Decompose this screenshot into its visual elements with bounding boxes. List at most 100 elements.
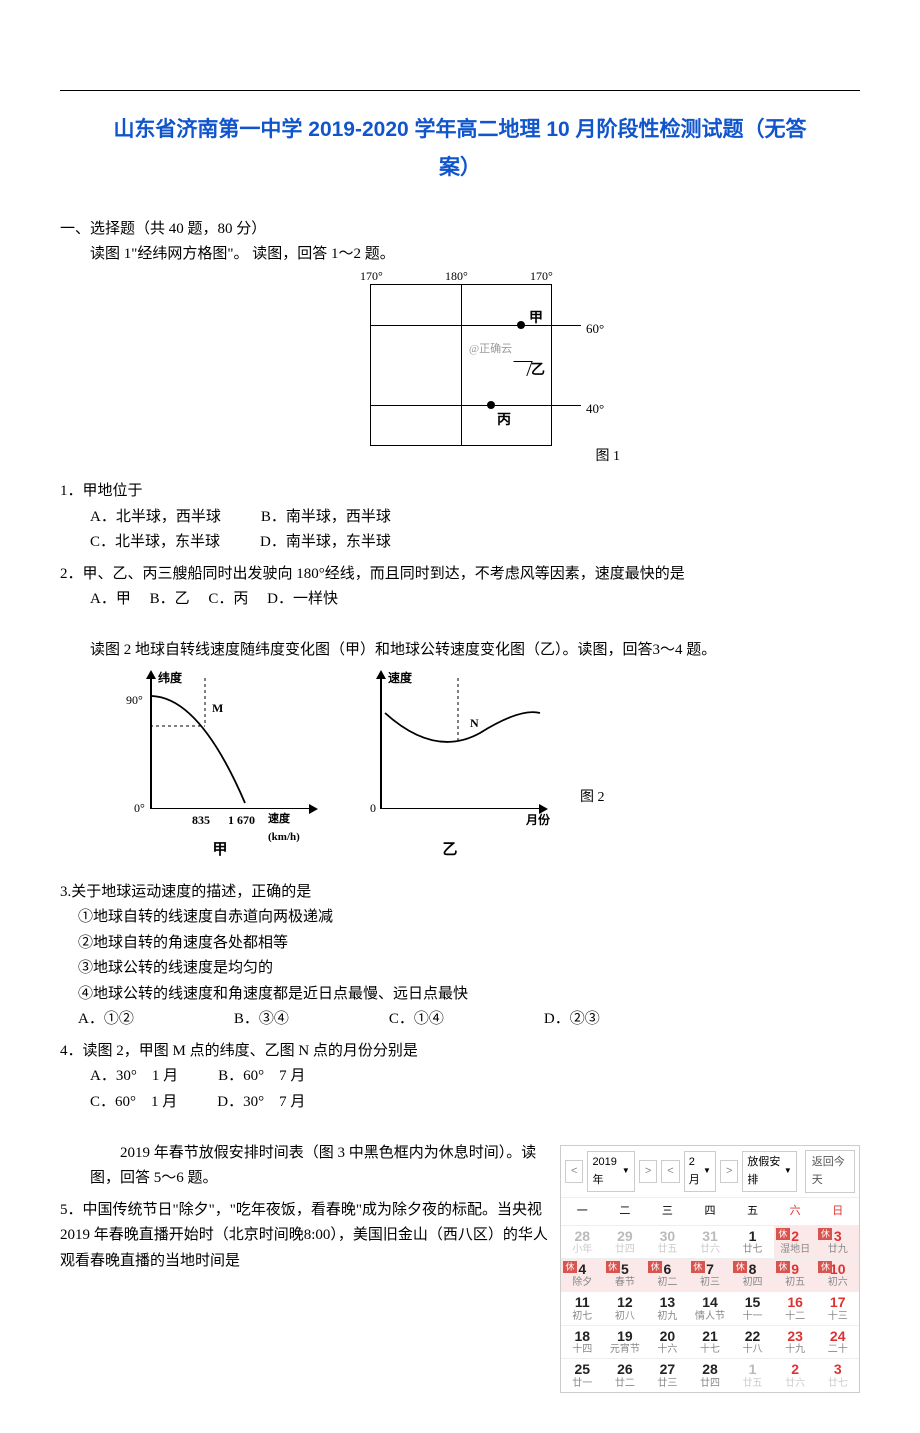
calendar-cell[interactable]: 1廿五 bbox=[731, 1358, 774, 1391]
day-number: 28 bbox=[689, 1362, 732, 1377]
calendar-cell[interactable]: 18十四 bbox=[561, 1325, 604, 1358]
year-next-button[interactable]: > bbox=[639, 1160, 657, 1183]
day-number: 20 bbox=[646, 1329, 689, 1344]
calendar-cell[interactable]: 29廿四 bbox=[604, 1225, 647, 1258]
point-c-dot bbox=[487, 401, 495, 409]
holiday-flag-icon: 休 bbox=[733, 1261, 747, 1273]
day-lunar: 十三 bbox=[816, 1311, 859, 1322]
day-lunar: 除夕 bbox=[561, 1277, 604, 1288]
q4-options: A．30° 1 月 B．60° 7 月 C．60° 1 月 D．30° 7 月 bbox=[90, 1064, 860, 1115]
calendar-cell[interactable]: 11初七 bbox=[561, 1291, 604, 1324]
chart-left: 纬度 90° 0° 835 1 670 速度(km/h) M 甲 bbox=[120, 668, 320, 838]
day-lunar: 初五 bbox=[774, 1277, 817, 1288]
today-button[interactable]: 返回今天 bbox=[805, 1150, 855, 1193]
month-select[interactable]: 2月 ▼ bbox=[684, 1151, 716, 1192]
q4-opt-c: C．60° 1 月 bbox=[90, 1090, 177, 1116]
calendar-cell[interactable]: 休2湿地日 bbox=[774, 1225, 817, 1258]
right-xlabel: 月份 bbox=[526, 810, 550, 830]
calendar-cell[interactable]: 27廿三 bbox=[646, 1358, 689, 1391]
calendar-cell[interactable]: 12初八 bbox=[604, 1291, 647, 1324]
calendar-cell[interactable]: 1廿七 bbox=[731, 1225, 774, 1258]
day-lunar: 小年 bbox=[561, 1244, 604, 1255]
holiday-flag-icon: 休 bbox=[563, 1261, 577, 1273]
calendar-cell[interactable]: 25廿一 bbox=[561, 1358, 604, 1391]
day-lunar: 二十 bbox=[816, 1344, 859, 1355]
day-number: 14 bbox=[689, 1295, 732, 1310]
holiday-select[interactable]: 放假安排 ▼ bbox=[742, 1151, 796, 1192]
calendar-cell[interactable]: 23十九 bbox=[774, 1325, 817, 1358]
calendar-body: 28小年29廿四30廿五31廿六1廿七休2湿地日休3廿九休4除夕休5春节休6初二… bbox=[561, 1225, 859, 1392]
calendar-cell[interactable]: 16十二 bbox=[774, 1291, 817, 1324]
day-lunar: 廿四 bbox=[604, 1244, 647, 1255]
day-number: 27 bbox=[646, 1362, 689, 1377]
day-lunar: 初九 bbox=[646, 1311, 689, 1322]
lat-label-1: 60° bbox=[586, 318, 604, 340]
day-number: 3 bbox=[816, 1362, 859, 1377]
holiday-flag-icon: 休 bbox=[818, 1228, 832, 1240]
q3-line4: ④地球公转的线速度和角速度都是近日点最慢、远日点最快 bbox=[78, 982, 860, 1008]
day-lunar: 初四 bbox=[731, 1277, 774, 1288]
calendar-cell[interactable]: 休8初四 bbox=[731, 1258, 774, 1291]
calendar-cell[interactable]: 31廿六 bbox=[689, 1225, 732, 1258]
calendar-cell[interactable]: 13初九 bbox=[646, 1291, 689, 1324]
grid-box: @正确云 甲 乙 丙 bbox=[370, 284, 552, 446]
calendar-cell[interactable]: 14情人节 bbox=[689, 1291, 732, 1324]
calendar-cell[interactable]: 休6初二 bbox=[646, 1258, 689, 1291]
day-lunar: 廿六 bbox=[774, 1378, 817, 1389]
day-lunar: 初七 bbox=[561, 1311, 604, 1322]
q3-line3: ③地球公转的线速度是均匀的 bbox=[78, 956, 860, 982]
weekday-head: 日 bbox=[816, 1198, 859, 1225]
calendar-cell[interactable]: 休5春节 bbox=[604, 1258, 647, 1291]
calendar-cell[interactable]: 24二十 bbox=[816, 1325, 859, 1358]
calendar-widget: < 2019年 ▼ > < 2月 ▼ > 放假安排 ▼ 返回今天 一二三四五六日… bbox=[560, 1145, 860, 1393]
calendar-cell[interactable]: 30廿五 bbox=[646, 1225, 689, 1258]
day-lunar: 十六 bbox=[646, 1344, 689, 1355]
calendar-cell[interactable]: 19元宵节 bbox=[604, 1325, 647, 1358]
day-lunar: 十四 bbox=[561, 1344, 604, 1355]
day-lunar: 十二 bbox=[774, 1311, 817, 1322]
calendar-cell[interactable]: 休3廿九 bbox=[816, 1225, 859, 1258]
calendar-cell[interactable]: 28小年 bbox=[561, 1225, 604, 1258]
day-lunar: 十九 bbox=[774, 1344, 817, 1355]
right-y0: 0 bbox=[370, 798, 376, 818]
calendar-cell[interactable]: 21十七 bbox=[689, 1325, 732, 1358]
day-number: 24 bbox=[816, 1329, 859, 1344]
point-c: 丙 bbox=[497, 409, 511, 433]
left-point-m: M bbox=[212, 698, 223, 718]
calendar-weekday-row: 一二三四五六日 bbox=[561, 1198, 859, 1225]
calendar-cell[interactable]: 15十一 bbox=[731, 1291, 774, 1324]
calendar-cell[interactable]: 26廿二 bbox=[604, 1358, 647, 1391]
calendar-cell[interactable]: 休7初三 bbox=[689, 1258, 732, 1291]
fig1-caption: 图 1 bbox=[596, 445, 621, 469]
figure-1: 170° 180° 170° @正确云 甲 乙 丙 60° 40° 图 bbox=[60, 274, 860, 474]
q3-lines: ①地球自转的线速度自赤道向两极递减 ②地球自转的角速度各处都相等 ③地球公转的线… bbox=[78, 905, 860, 1007]
month-prev-button[interactable]: < bbox=[661, 1160, 679, 1183]
q3-opt-b: B．③④ bbox=[234, 1007, 289, 1033]
intro-2: 读图 2 地球自转线速度随纬度变化图（甲）和地球公转速度变化图（乙）。读图，回答… bbox=[90, 638, 860, 664]
day-lunar: 初六 bbox=[816, 1277, 859, 1288]
calendar-cell[interactable]: 22十八 bbox=[731, 1325, 774, 1358]
calendar-cell[interactable]: 2廿六 bbox=[774, 1358, 817, 1391]
q3-line2: ②地球自转的角速度各处都相等 bbox=[78, 931, 860, 957]
calendar-cell[interactable]: 休4除夕 bbox=[561, 1258, 604, 1291]
calendar-cell[interactable]: 休9初五 bbox=[774, 1258, 817, 1291]
day-number: 21 bbox=[689, 1329, 732, 1344]
year-prev-button[interactable]: < bbox=[565, 1160, 583, 1183]
day-number: 17 bbox=[816, 1295, 859, 1310]
calendar-cell[interactable]: 3廿七 bbox=[816, 1358, 859, 1391]
q1-opt-c: C．北半球，东半球 bbox=[90, 530, 220, 556]
calendar-cell[interactable]: 20十六 bbox=[646, 1325, 689, 1358]
day-number: 31 bbox=[689, 1229, 732, 1244]
point-a: 甲 bbox=[529, 307, 543, 331]
intro-1: 读图 1"经纬网方格图"。 读图，回答 1～2 题。 bbox=[90, 242, 860, 268]
q2-options: A．甲 B．乙 C．丙 D．一样快 bbox=[90, 587, 860, 613]
q1-stem: 1．甲地位于 bbox=[60, 479, 860, 505]
calendar-cell[interactable]: 休10初六 bbox=[816, 1258, 859, 1291]
calendar-cell[interactable]: 28廿四 bbox=[689, 1358, 732, 1391]
calendar-cell[interactable]: 17十三 bbox=[816, 1291, 859, 1324]
month-next-button[interactable]: > bbox=[720, 1160, 738, 1183]
point-a-dot bbox=[517, 321, 525, 329]
year-select[interactable]: 2019年 ▼ bbox=[587, 1151, 634, 1192]
day-lunar: 湿地日 bbox=[774, 1244, 817, 1255]
title-line-2: 案） bbox=[439, 156, 481, 179]
